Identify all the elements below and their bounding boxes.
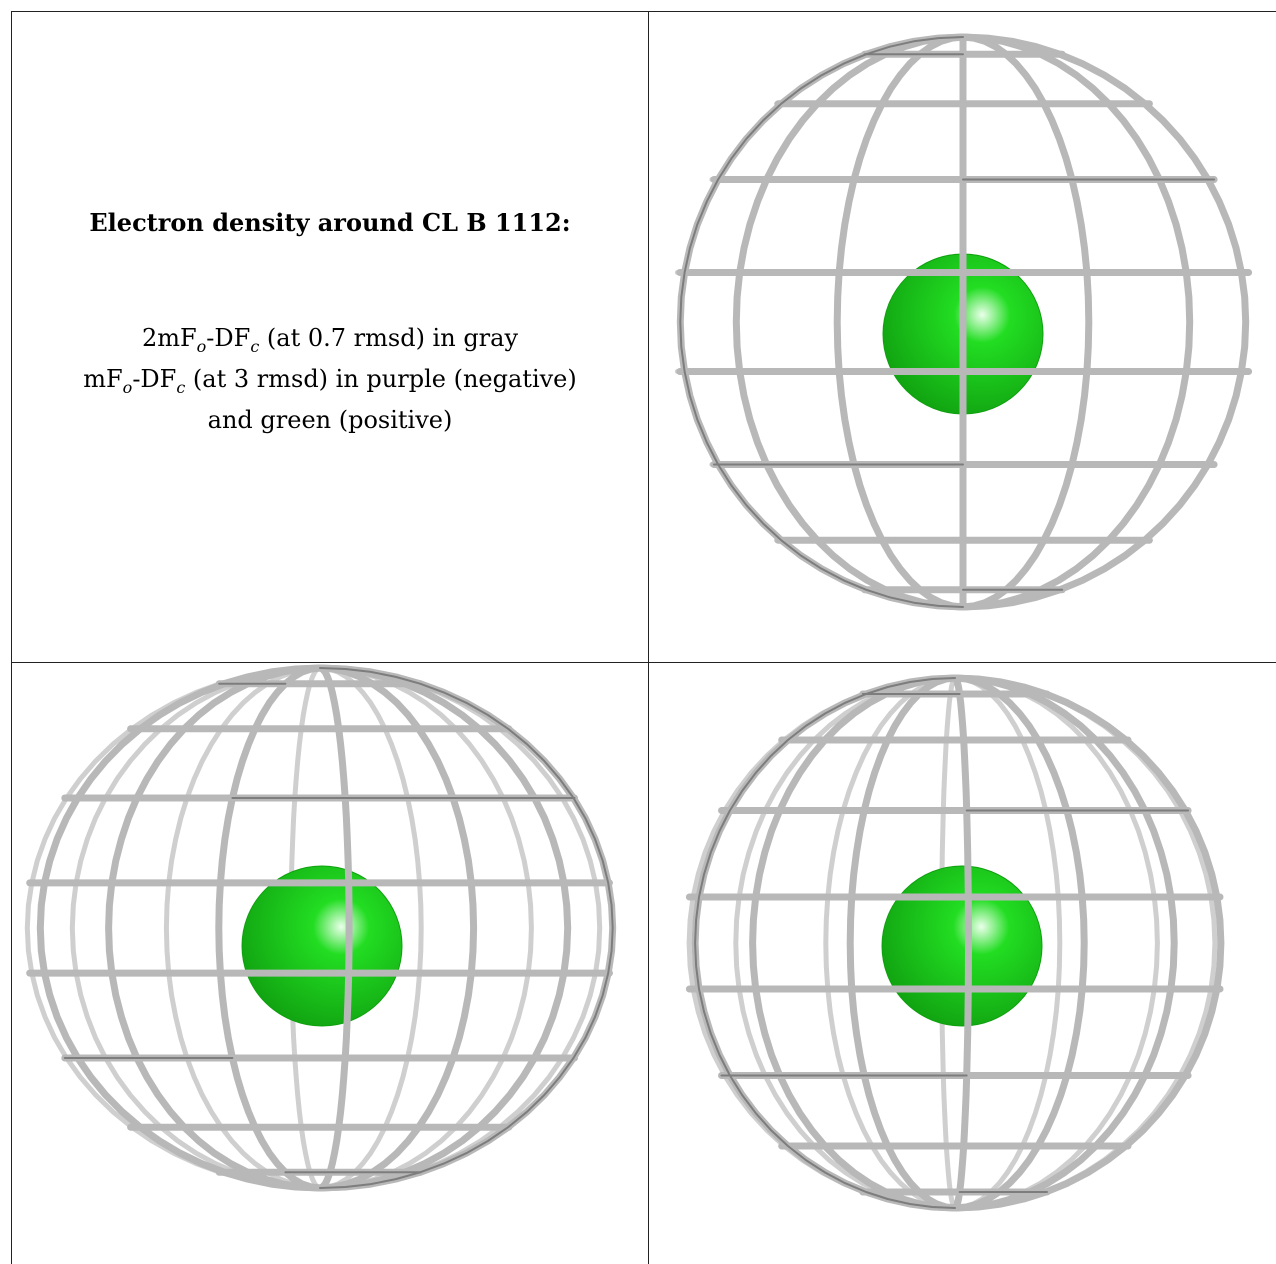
mesh-front bbox=[676, 33, 1253, 611]
table-divider-vertical bbox=[648, 11, 649, 1264]
table-divider-horizontal bbox=[11, 662, 1276, 663]
mesh-front bbox=[685, 674, 1225, 1212]
legend-line-2mfo: 2mFo-DFc (at 0.7 rmsd) in gray bbox=[141, 324, 519, 356]
caption-heading: Electron density around CL B 1112: bbox=[89, 208, 571, 237]
mesh-front bbox=[26, 664, 617, 1192]
legend-line-mfo: mFo-DFc (at 3 rmsd) in purple (negative) bbox=[83, 364, 577, 397]
chloride-atom-sphere bbox=[881, 865, 1043, 1027]
caption-cell: Electron density around CL B 1112: 2mFo-… bbox=[12, 12, 648, 662]
caption-description: 2mFo-DFc (at 0.7 rmsd) in gray mFo-DFc (… bbox=[12, 322, 648, 437]
view-top-right bbox=[650, 12, 1276, 662]
legend-line-positive: and green (positive) bbox=[207, 405, 453, 434]
density-mesh-render bbox=[24, 664, 617, 1192]
view-bottom-left bbox=[12, 663, 648, 1264]
chloride-atom-sphere bbox=[241, 865, 403, 1027]
density-mesh-render bbox=[685, 674, 1225, 1212]
density-mesh-render bbox=[674, 33, 1253, 611]
view-bottom-right bbox=[650, 663, 1276, 1264]
figure-table bbox=[11, 11, 1276, 1264]
